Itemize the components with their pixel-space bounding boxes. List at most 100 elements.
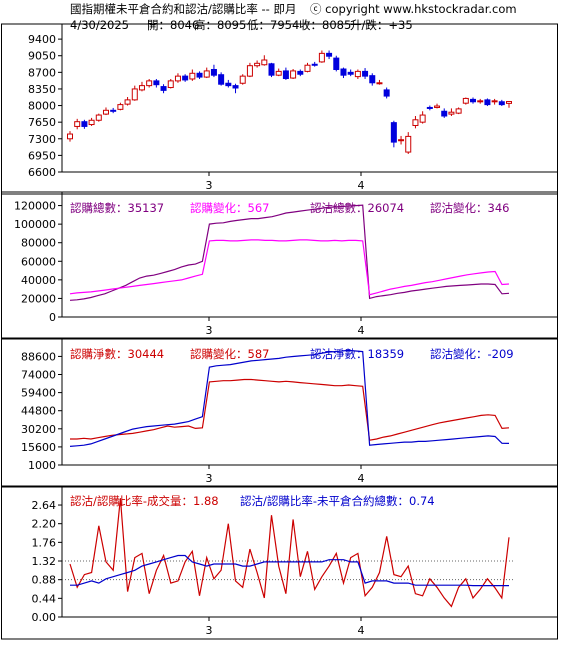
- y-tick-label: 6950: [28, 149, 56, 162]
- series-line-1: [69, 204, 510, 301]
- candle-body: [405, 135, 412, 153]
- candle-body: [376, 82, 383, 85]
- panel-frame: [1, 337, 558, 488]
- y-tick-label: 7650: [28, 116, 56, 129]
- y-tick-label: 60000: [21, 255, 56, 268]
- candle-body: [153, 80, 160, 86]
- candle-body: [74, 121, 81, 127]
- x-tick-label: 3: [206, 472, 213, 485]
- candle-body: [268, 63, 275, 76]
- candle-body: [261, 59, 268, 66]
- legend-entry: 認購總數：35137: [70, 201, 164, 215]
- candle-body: [174, 75, 181, 82]
- candle-body: [138, 85, 145, 91]
- candle-body: [426, 106, 433, 109]
- candle-body: [484, 99, 491, 106]
- y-tick-label: 44800: [21, 405, 56, 418]
- panel-frame: [1, 485, 558, 640]
- candle-body: [455, 108, 462, 114]
- y-tick-label: 30200: [21, 423, 56, 436]
- candle-body: [412, 119, 419, 126]
- copyright-text: ⓒ copyright www.hkstockradar.com: [310, 2, 517, 16]
- candle-body: [304, 64, 311, 72]
- y-tick-label: 120000: [14, 200, 56, 213]
- x-tick-label: 3: [206, 624, 213, 637]
- y-tick-label: 6600: [28, 166, 56, 179]
- candle-body: [182, 75, 189, 81]
- candle-body: [117, 104, 124, 110]
- candle-body: [160, 86, 167, 91]
- y-tick-label: 8000: [28, 100, 56, 113]
- candle-body: [506, 101, 512, 104]
- legend-entry: 認沽變化：-209: [430, 347, 514, 361]
- x-tick-label: 4: [358, 324, 365, 337]
- candle-body: [146, 80, 153, 87]
- candle-body: [297, 70, 304, 75]
- y-tick-label: 0: [49, 311, 56, 324]
- quote-high: 高：8095: [194, 18, 246, 32]
- series-line-1: [70, 378, 510, 441]
- candle-body: [210, 68, 217, 76]
- candle-body: [290, 70, 297, 79]
- y-tick-label: 1.32: [32, 555, 57, 568]
- y-tick-label: 2.20: [32, 518, 57, 531]
- y-tick-label: 8350: [28, 83, 56, 96]
- panel-frame: [1, 23, 558, 195]
- candle-body: [491, 100, 498, 103]
- legend-entry: 認沽/認購比率-成交量：1.88: [70, 494, 219, 508]
- candle-body: [398, 139, 405, 142]
- y-tick-label: 20000: [21, 292, 56, 305]
- series-line-2: [69, 349, 510, 447]
- candle-body: [434, 105, 441, 108]
- y-tick-label: 0.44: [32, 592, 57, 605]
- candle-body: [232, 85, 239, 89]
- candle-body: [441, 110, 448, 117]
- y-tick-label: 59400: [21, 387, 56, 400]
- candle-body: [225, 82, 232, 87]
- y-tick-label: 88600: [21, 350, 56, 363]
- candle-body: [448, 111, 455, 115]
- candle-body: [167, 80, 174, 89]
- candle-body: [369, 75, 376, 84]
- candle-body: [95, 114, 102, 121]
- candle-body: [354, 70, 361, 78]
- candle-body: [340, 68, 347, 76]
- chart-panel-1: 6600 6950 7300 7650 8000 8350 8700 9050 9400 3 4: [1, 23, 558, 195]
- legend-entry: 認沽淨數：18359: [310, 347, 404, 361]
- candle-body: [275, 70, 282, 76]
- x-tick-label: 4: [358, 472, 365, 485]
- candle-body: [196, 72, 203, 78]
- candle-body: [477, 100, 484, 103]
- y-tick-label: 1.76: [32, 536, 57, 549]
- quote-low: 低：7954: [247, 18, 299, 32]
- candle-body: [390, 122, 397, 143]
- chart-panel-2: 0 20000 40000 60000 80000 100000 120000 3 4 認購總數：…: [1, 191, 558, 340]
- chart-title: 國指期權未平倉合約和認沽/認購比率 -- 即月: [70, 2, 296, 16]
- quote-change: 升/跌：+35: [350, 18, 413, 32]
- candle-body: [218, 74, 225, 85]
- candle-body: [124, 99, 131, 105]
- candle-body: [282, 70, 289, 80]
- candle-body: [88, 119, 95, 126]
- candle-body: [131, 88, 138, 101]
- y-tick-label: 0.00: [32, 611, 57, 624]
- legend-entry: 認沽總數：26074: [310, 201, 404, 215]
- y-tick-label: 1000: [28, 459, 56, 472]
- candle-body: [311, 63, 318, 66]
- x-tick-label: 3: [206, 179, 213, 192]
- x-tick-label: 4: [358, 624, 365, 637]
- candle-body: [189, 72, 196, 80]
- candle-body: [462, 97, 469, 104]
- legend-entry: 認沽/認購比率-未平倉合約總數：0.74: [240, 494, 435, 508]
- candle-body: [110, 109, 117, 112]
- y-tick-label: 2.64: [32, 499, 57, 512]
- series-line-2: [70, 554, 509, 587]
- y-tick-label: 9050: [28, 50, 56, 63]
- quote-open: 開：8046: [147, 18, 199, 32]
- x-tick-label: 3: [206, 324, 213, 337]
- quote-close: 收：8085: [299, 18, 351, 32]
- y-tick-label: 15600: [21, 441, 56, 454]
- y-tick-label: 74000: [21, 369, 56, 382]
- candle-body: [419, 114, 426, 123]
